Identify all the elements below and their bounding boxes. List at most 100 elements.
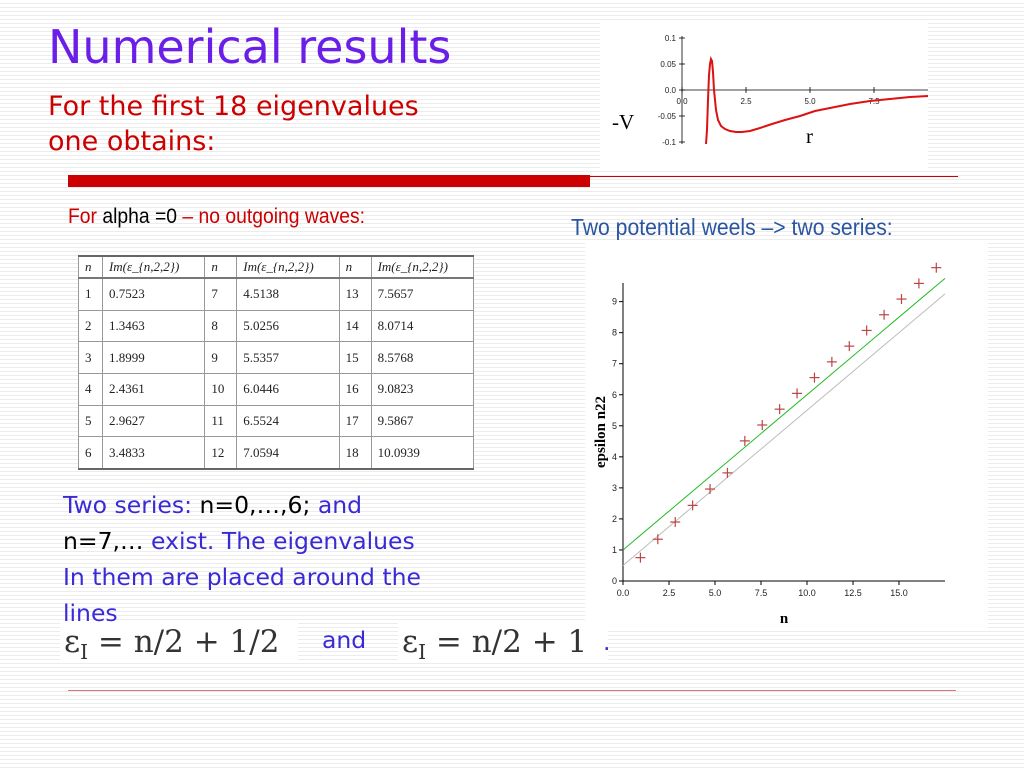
eigenvalue-chart-svg: 0.0 2.5 5.0 7.5 10.0 12.5 15.0 0 1 2 3 4 5 6 7 8 9 n epsil…: [593, 262, 946, 627]
chart-y-tick-label: 7: [612, 359, 617, 369]
eigenvalue-chart: 0.0 2.5 5.0 7.5 10.0 12.5 15.0 0 1 2 3 4 5 6 7 8 9 n epsil…: [585, 243, 988, 628]
chart-y-tick-label: 9: [612, 297, 617, 307]
table-cell: 0.7523: [101, 277, 206, 311]
chart-x-tick-label: 7.5: [755, 588, 768, 598]
table-header-cell: n: [78, 255, 103, 279]
eigenvalue-table-container: n Im(ε_{n,2,2}) n Im(ε_{n,2,2}) n Im(ε_{…: [78, 255, 475, 470]
formula-subscript: I: [418, 640, 427, 665]
chart-y-tick-label: 4: [612, 452, 617, 462]
body-text-segment: n=7,…: [63, 526, 144, 555]
left-heading-part2: alpha =0: [102, 205, 178, 228]
chart-ylabel: epsilon n22: [593, 396, 609, 468]
table-cell: 8.0714: [370, 309, 475, 343]
table-cell: 13: [338, 277, 372, 311]
table-cell: 10.0939: [370, 436, 475, 470]
data-point-marker: [774, 404, 785, 415]
potential-plot: 0.0 2.5 5.0 7.5 0.1 0.05 0.0 -0.05 -0.1: [600, 20, 929, 168]
table-cell: 9.5867: [370, 404, 475, 438]
bottom-divider: [68, 690, 956, 691]
chart-y-tick-label: 5: [612, 421, 617, 431]
table-header-cell: n: [204, 255, 238, 279]
table-cell: 16: [338, 372, 372, 406]
chart-x-tick-label: 12.5: [844, 588, 862, 598]
page-title: Numerical results: [48, 20, 452, 74]
table-cell: 3: [78, 341, 103, 374]
table-cell: 1.3463: [101, 309, 206, 343]
potential-x-tick-label: 0.0: [676, 97, 688, 106]
formula-epsilon: ε: [64, 624, 81, 660]
table-cell: 7.0594: [236, 436, 340, 470]
table-cell: 10: [204, 372, 238, 406]
table-cell: 1.8999: [101, 341, 206, 374]
table-row: 4 2.4361 10 6.0446 16 9.0823: [78, 372, 475, 406]
potential-y-tick-label: 0.05: [660, 60, 676, 69]
potential-ylabel: -V: [612, 110, 635, 134]
formula-rhs: = n/2 + 1/2: [88, 624, 280, 660]
body-text-segment: and: [310, 491, 363, 519]
table-cell: 3.4833: [101, 436, 206, 470]
table-cell: 7.5657: [370, 277, 475, 311]
table-cell: 9: [204, 341, 238, 374]
table-cell: 6: [78, 436, 103, 470]
table-cell: 7: [204, 277, 238, 311]
table-cell: 18: [338, 436, 372, 470]
data-point-marker: [844, 341, 855, 352]
table-cell: 6.0446: [236, 372, 340, 406]
formula-epsilon: ε: [402, 624, 419, 660]
chart-x-tick-label: 15.0: [890, 588, 908, 598]
table-row: 2 1.3463 8 5.0256 14 8.0714: [78, 309, 475, 343]
data-point-marker: [652, 534, 663, 545]
chart-xlabel: n: [780, 611, 789, 627]
formula-period: .: [603, 628, 611, 656]
table-row: 1 0.7523 7 4.5138 13 7.5657: [78, 277, 475, 311]
data-point-marker: [809, 372, 820, 383]
potential-x-tick-label: 5.0: [804, 97, 816, 106]
data-point-marker: [896, 294, 907, 305]
table-cell: 14: [338, 309, 372, 343]
table-cell: 5: [78, 404, 103, 438]
table-header-row: n Im(ε_{n,2,2}) n Im(ε_{n,2,2}) n Im(ε_{…: [78, 255, 475, 279]
formula-subscript: I: [80, 640, 89, 665]
left-heading: For alpha =0 – no outgoing waves:: [68, 205, 365, 229]
data-point-marker: [913, 278, 924, 289]
potential-y-tick-label: 0.1: [665, 34, 677, 43]
formula-unit-offset: εI = n/2 + 1: [398, 622, 608, 665]
table-header-cell: n: [338, 255, 372, 279]
red-divider: [68, 175, 590, 187]
chart-y-tick-label: 8: [612, 328, 617, 338]
table-row: 6 3.4833 12 7.0594 18 10.0939: [78, 436, 475, 470]
table-cell: 4.5138: [236, 277, 340, 311]
table-cell: 17: [338, 404, 372, 438]
potential-xlabel: r: [806, 124, 813, 148]
potential-plot-svg: 0.0 2.5 5.0 7.50.10.050.0-0.05-0.1: [658, 34, 929, 147]
body-line-1: Two series: n=0,…,6; and: [63, 488, 513, 524]
body-line-2: n=7,… exist. The eigenvalues: [63, 524, 513, 560]
subtitle-line-1: For the first 18 eigenvalues: [48, 91, 419, 122]
body-line-3: In them are placed around the: [63, 562, 421, 591]
table-row: 3 1.8999 9 5.5357 15 8.5768: [78, 341, 475, 374]
potential-y-tick-label: -0.1: [662, 138, 676, 147]
data-point-marker: [739, 435, 750, 446]
data-point-marker: [670, 517, 681, 528]
data-point-marker: [826, 356, 837, 367]
data-point-marker: [757, 419, 768, 430]
table-header-cell: Im(ε_{n,2,2}): [236, 255, 340, 279]
table-cell: 12: [204, 436, 238, 470]
data-point-marker: [635, 552, 646, 563]
potential-x-tick-label: 2.5: [740, 97, 752, 106]
body-text-segment: Two series:: [63, 491, 200, 519]
data-point-marker: [705, 484, 716, 495]
subtitle-line-2: one obtains:: [48, 125, 216, 157]
table-cell: 5.0256: [236, 309, 340, 343]
left-heading-part3: – no outgoing waves:: [182, 205, 366, 228]
potential-curve: [705, 55, 929, 145]
chart-x-tick-label: 2.5: [663, 588, 676, 598]
body-paragraph: Two series: n=0,…,6; and n=7,… exist. Th…: [63, 488, 513, 632]
potential-y-tick-label: -0.05: [658, 112, 677, 121]
data-point-marker: [792, 388, 803, 399]
table-cell: 8.5768: [370, 341, 475, 374]
right-heading: Two potential weels –> two series:: [571, 214, 893, 240]
table-cell: 9.0823: [370, 372, 475, 406]
table-cell: 2.9627: [101, 404, 206, 438]
data-point-marker: [687, 500, 698, 511]
